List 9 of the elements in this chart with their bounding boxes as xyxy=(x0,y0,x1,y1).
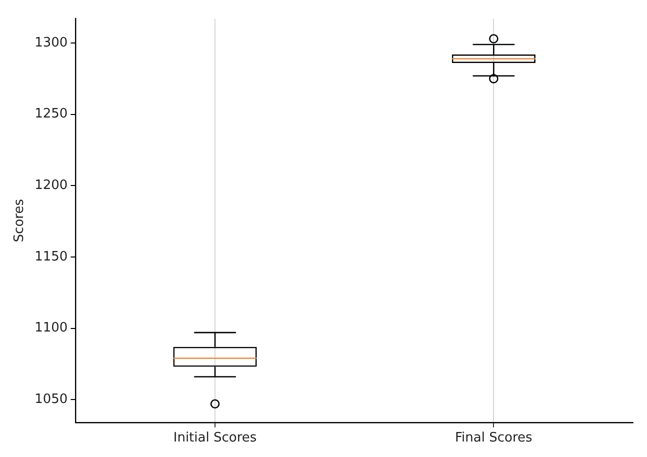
y-tick-label: 1250 xyxy=(34,106,68,122)
x-tick-label: Final Scores xyxy=(455,430,533,446)
y-tick-label: 1050 xyxy=(34,392,68,407)
y-tick-label: 1200 xyxy=(34,178,68,194)
y-tick-label: 1100 xyxy=(34,320,68,336)
y-axis-title: Scores xyxy=(12,198,28,242)
x-tick-label: Initial Scores xyxy=(173,430,257,446)
y-tick-label: 1150 xyxy=(34,249,68,264)
y-tick-label: 1300 xyxy=(34,35,68,50)
